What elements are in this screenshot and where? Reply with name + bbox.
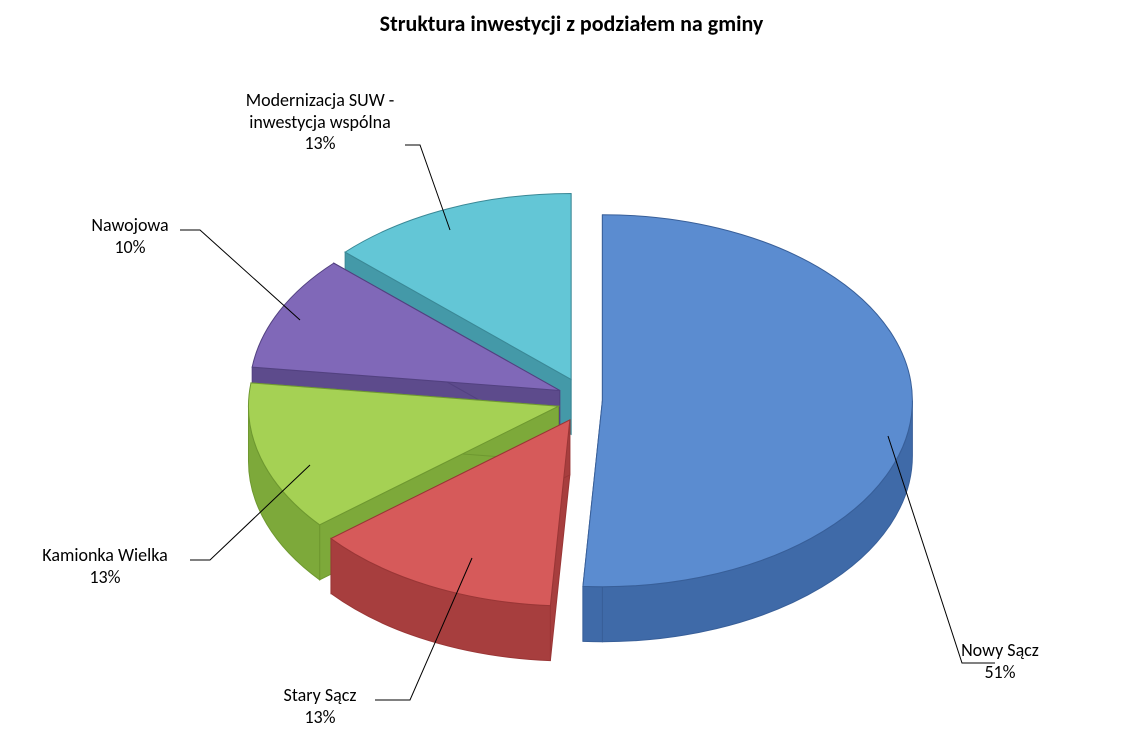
slice-label-percent: 13% <box>210 707 430 729</box>
slice-label: Nowy Sącz51% <box>890 640 1110 683</box>
slice-label-name: Nowy Sącz <box>890 640 1110 662</box>
slice-label-name: Modernizacja SUW - inwestycja wspólna <box>210 90 430 133</box>
slice-label-name: Stary Sącz <box>210 685 430 707</box>
slice-label: Modernizacja SUW - inwestycja wspólna13% <box>210 90 430 155</box>
slice-label-name: Nawojowa <box>20 215 240 237</box>
pie-chart-svg <box>0 0 1143 747</box>
slice-label-percent: 10% <box>20 237 240 259</box>
slice-label: Kamionka Wielka13% <box>0 545 215 588</box>
slice-label-percent: 51% <box>890 662 1110 684</box>
slice-label: Stary Sącz13% <box>210 685 430 728</box>
slice-label-percent: 13% <box>0 567 215 589</box>
pie-chart-container: Struktura inwestycji z podziałem na gmin… <box>0 0 1143 747</box>
slice-label-name: Kamionka Wielka <box>0 545 215 567</box>
slice-label-percent: 13% <box>210 133 430 155</box>
slice-label: Nawojowa10% <box>20 215 240 258</box>
